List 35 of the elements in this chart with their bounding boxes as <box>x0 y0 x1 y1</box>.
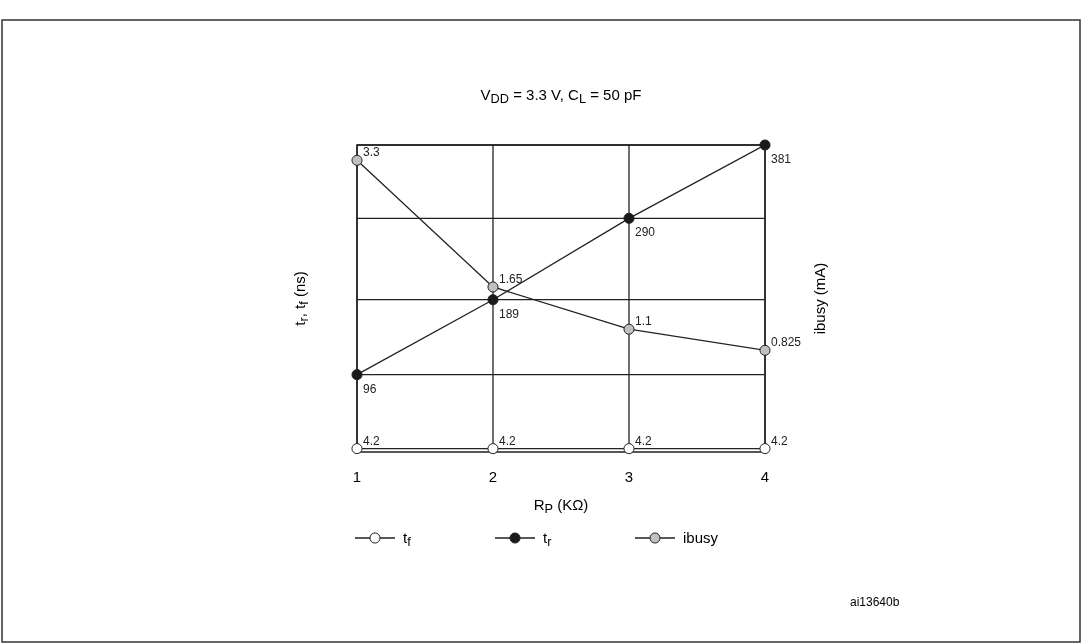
point <box>759 139 771 151</box>
point <box>351 369 363 381</box>
data-label: 3.3 <box>363 145 381 160</box>
x-tick-label: 3 <box>624 468 634 485</box>
data-label: 381 <box>771 152 792 166</box>
data-label: 189 <box>499 306 520 321</box>
data-label: 4.2 <box>771 433 789 448</box>
point <box>759 344 771 356</box>
chart-title: V$_{DD}$ = 3.3 V, C$_{L}$ = 50 pF <box>480 86 642 107</box>
data-label: 4.2 <box>363 433 381 448</box>
point <box>623 323 635 335</box>
legend-label: t$_{r}$ <box>543 529 553 550</box>
text: ai13640b <box>850 595 900 609</box>
point <box>351 443 363 455</box>
point <box>487 443 499 455</box>
y2-axis-title: ibusy (mA) <box>811 262 828 335</box>
data-label: 0.825 <box>771 335 802 350</box>
data-label: 4.2 <box>635 433 653 448</box>
point <box>487 281 499 293</box>
data-label: 290 <box>635 225 656 240</box>
legend-label: t$_{f}$ <box>403 529 412 550</box>
point <box>351 154 363 166</box>
point <box>487 294 499 306</box>
point <box>623 212 635 224</box>
data-label: 1.1 <box>635 314 653 329</box>
x-tick-label: 4 <box>760 468 770 485</box>
point <box>623 443 635 455</box>
x-tick-label: 1 <box>352 468 362 485</box>
data-label: 1.65 <box>499 271 523 286</box>
x-axis-title: R$_{P}$ (KΩ) <box>533 496 589 517</box>
point <box>759 443 771 455</box>
legend-label: ibusy <box>683 529 719 546</box>
data-label: 96 <box>363 381 377 396</box>
data-label: 4.2 <box>499 433 517 448</box>
x-tick-label: 2 <box>488 468 498 485</box>
